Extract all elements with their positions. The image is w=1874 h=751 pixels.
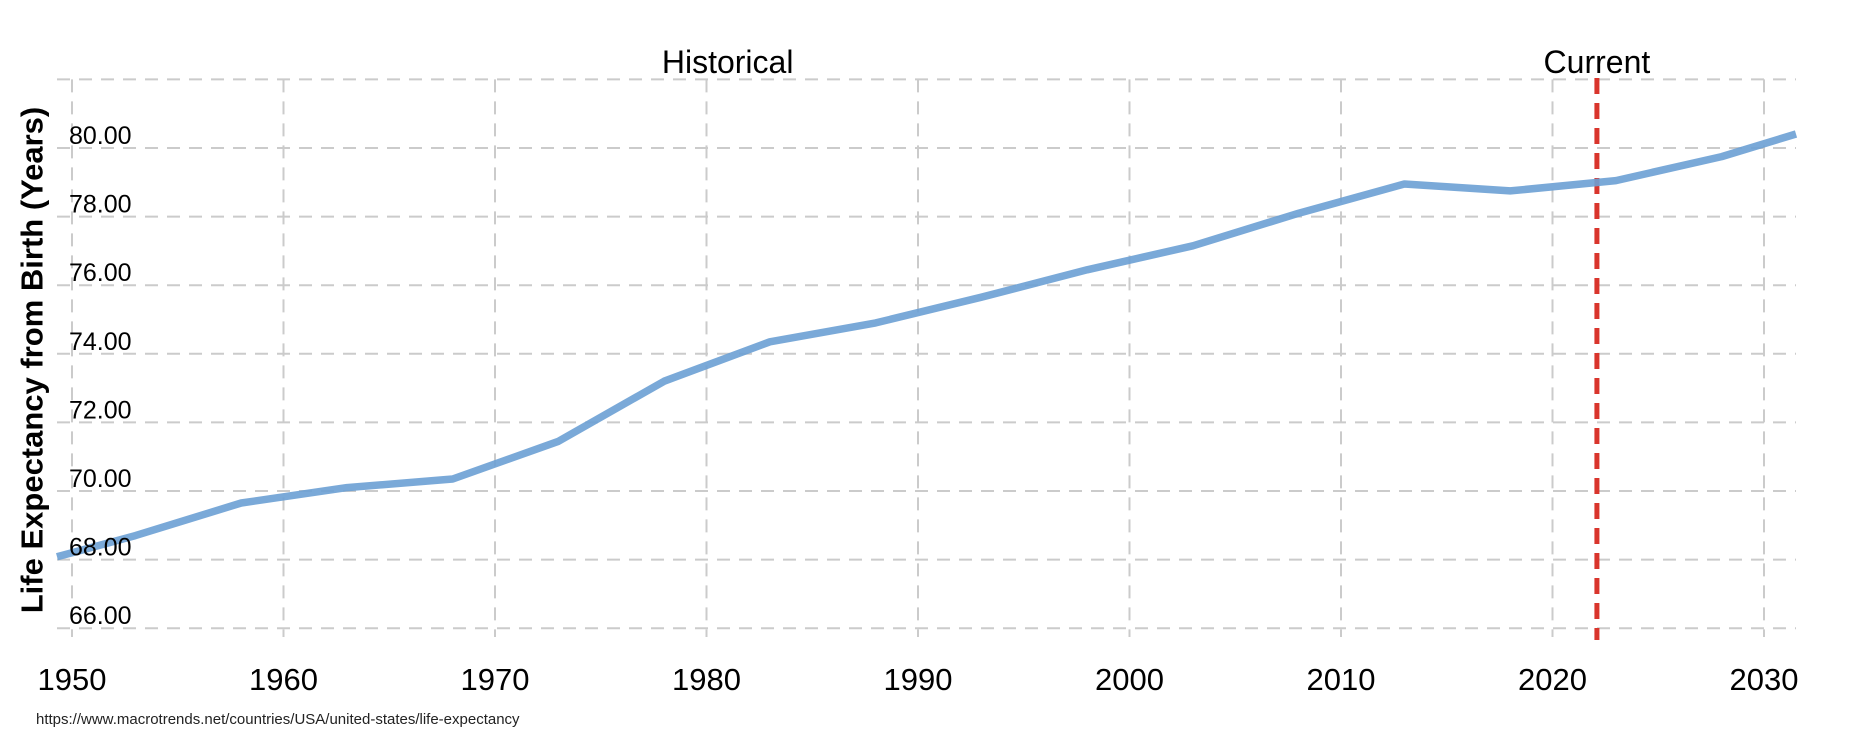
y-tick-label: 80.00: [69, 122, 132, 150]
x-tick-label: 2020: [1518, 662, 1587, 697]
y-tick-label: 74.00: [69, 328, 132, 356]
life-expectancy-series-line: [56, 130, 1798, 561]
source-url-text: https://www.macrotrends.net/countries/US…: [36, 711, 520, 728]
y-tick-label: 70.00: [69, 465, 132, 493]
x-tick-label: 2030: [1730, 662, 1799, 697]
historical-annotation-label: Historical: [661, 44, 794, 80]
y-tick-label: 68.00: [69, 534, 132, 562]
x-tick-label: 1980: [672, 662, 741, 697]
y-tick-label: 66.00: [69, 602, 132, 630]
x-tick-label: 1990: [884, 662, 953, 697]
x-tick-label: 2000: [1095, 662, 1164, 697]
current-annotation-label: Current: [1543, 44, 1651, 80]
y-tick-label: 78.00: [69, 191, 132, 219]
x-tick-label: 1950: [38, 662, 107, 697]
y-tick-label: 72.00: [69, 396, 132, 424]
x-tick-label: 1970: [461, 662, 530, 697]
y-tick-label: 76.00: [69, 259, 132, 287]
x-tick-label: 2010: [1307, 662, 1376, 697]
x-tick-label: 1960: [249, 662, 318, 697]
